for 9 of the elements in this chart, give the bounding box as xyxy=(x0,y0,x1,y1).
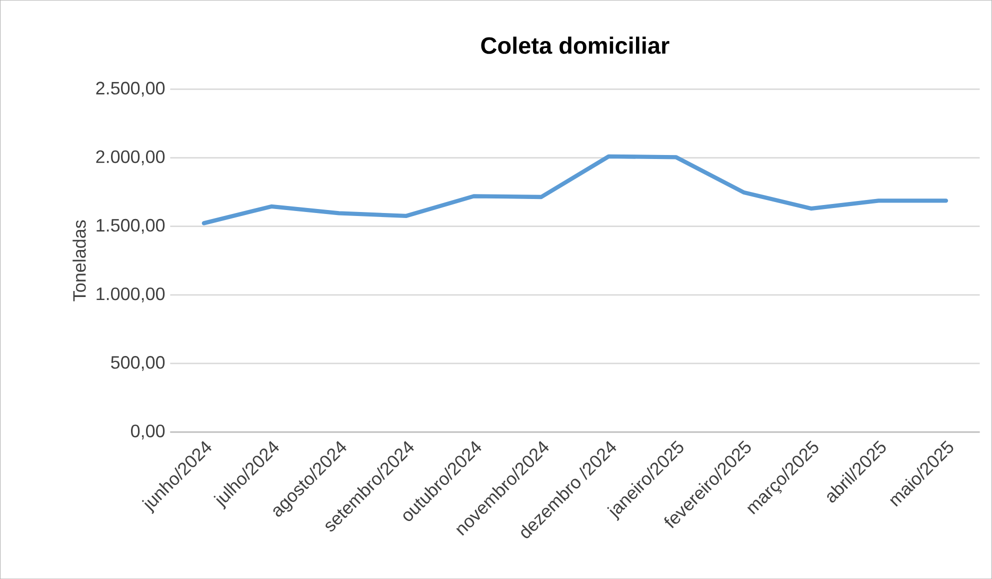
line-series xyxy=(202,154,948,226)
y-tick-label: 1.500,00 xyxy=(96,218,165,234)
y-tick-label: 0,00 xyxy=(131,424,165,440)
chart-title: Coleta domiciliar xyxy=(481,36,670,54)
y-tick-label: 2.000,00 xyxy=(96,150,165,166)
y-tick-label: 500,00 xyxy=(111,356,165,371)
y-axis-title: Toneladas xyxy=(72,220,86,302)
y-tick-label: 1.000,00 xyxy=(96,287,165,302)
y-tick-label: 2.500,00 xyxy=(96,82,165,97)
